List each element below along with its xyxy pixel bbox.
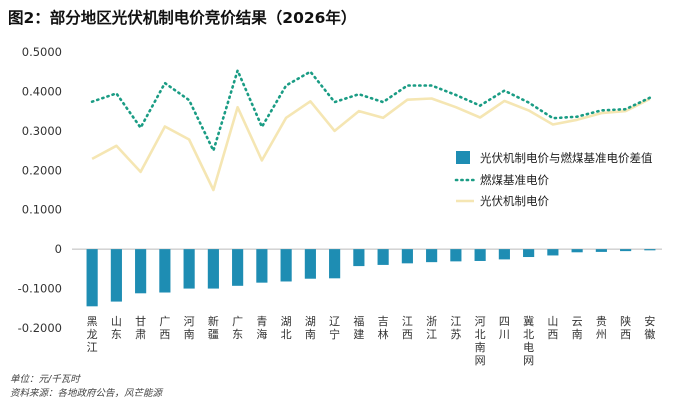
x-tick-label: 安 (644, 314, 655, 328)
x-tick-label: 青 (256, 315, 267, 328)
y-tick-label: 0.1000 (22, 203, 62, 217)
x-tick-label: 苏 (450, 328, 461, 341)
bar (426, 249, 438, 263)
x-tick-label: 冀 (523, 314, 534, 328)
x-tick-label: 电 (523, 341, 534, 354)
x-tick-label: 山 (547, 315, 558, 328)
bar (110, 249, 122, 302)
x-tick-label: 河 (184, 315, 195, 328)
line-series (90, 66, 652, 192)
x-tick-label: 江 (450, 315, 461, 328)
x-tick-label: 江 (426, 328, 437, 341)
x-tick-label: 湖 (281, 315, 292, 328)
bar (620, 249, 632, 252)
bar (498, 249, 510, 260)
bar (86, 249, 98, 307)
bar (644, 249, 656, 251)
y-tick-label: -0.2000 (18, 321, 62, 335)
x-tick-label: 山 (111, 315, 122, 328)
y-tick-label: 0 (55, 242, 62, 256)
x-tick-label: 云 (572, 315, 583, 328)
x-tick-label: 西 (402, 328, 413, 341)
mechanism-price-line (91, 97, 651, 192)
legend-label: 光伏机制电价 (480, 194, 549, 208)
x-tick-label: 川 (499, 328, 510, 341)
x-tick-label: 江 (402, 315, 413, 328)
y-tick-label: 0.4000 (22, 84, 62, 98)
chart-title: 图2：部分地区光伏机制电价竞价结果（2026年） (8, 9, 357, 27)
x-tick-label: 西 (547, 328, 558, 341)
legend-bar-swatch (456, 151, 470, 164)
x-tick-label: 肃 (135, 328, 146, 341)
x-tick-label: 江 (87, 341, 98, 354)
x-tick-label: 广 (232, 315, 243, 328)
bar (401, 249, 413, 264)
x-tick-label: 南 (572, 328, 583, 341)
x-tick-label: 徽 (644, 327, 655, 341)
x-tick-label: 河 (475, 315, 486, 328)
legend-label: 燃煤基准电价 (480, 173, 549, 187)
bar (450, 249, 462, 262)
x-tick-label: 浙 (426, 315, 437, 328)
bar (207, 249, 219, 289)
y-tick-label: 0.2000 (22, 163, 62, 177)
x-tick-label: 湖 (305, 315, 316, 328)
x-tick-label: 北 (523, 328, 534, 341)
bar (232, 249, 244, 286)
y-tick-label: 0.5000 (22, 45, 62, 59)
x-tick-label: 林 (378, 327, 389, 341)
bar (547, 249, 559, 256)
x-tick-label: 陕 (620, 314, 631, 328)
bar-series (86, 249, 656, 307)
x-tick-label: 疆 (208, 328, 219, 341)
x-tick-label: 广 (159, 315, 170, 328)
coal-benchmark-dotted-line (90, 66, 652, 155)
x-tick-label: 东 (232, 328, 243, 341)
bar (329, 249, 341, 279)
x-tick-label: 网 (523, 354, 534, 367)
legend-label: 光伏机制电价与燃煤基准电价差值 (480, 151, 653, 165)
x-tick-label: 东 (111, 328, 122, 341)
x-tick-label: 北 (475, 328, 486, 341)
x-tick-label: 南 (305, 328, 316, 341)
x-tick-label: 宁 (329, 327, 340, 341)
x-tick-label: 西 (159, 328, 170, 341)
x-tick-label: 贵 (596, 315, 607, 328)
x-axis-labels: 黑龙江山东甘肃广西河南新疆广东青海湖北湖南辽宁福建吉林江西浙江江苏河北南网四川冀… (87, 314, 656, 367)
x-tick-label: 黑 (87, 315, 98, 328)
bar (256, 249, 268, 283)
x-tick-label: 吉 (378, 315, 389, 328)
y-tick-label: 0.3000 (22, 124, 62, 138)
x-tick-label: 新 (208, 314, 219, 328)
bar (304, 249, 316, 279)
x-tick-label: 西 (620, 328, 631, 341)
bar (523, 249, 535, 258)
bar (474, 249, 486, 261)
x-tick-label: 海 (256, 327, 267, 341)
x-tick-label: 北 (281, 328, 292, 341)
x-tick-label: 南 (475, 341, 486, 354)
x-tick-label: 建 (353, 327, 364, 341)
bar (353, 249, 365, 267)
x-tick-label: 州 (596, 328, 607, 341)
bar (377, 249, 389, 265)
bar (159, 249, 171, 293)
unit-note: 单位：元/千瓦时 (10, 374, 80, 385)
x-tick-label: 辽 (329, 315, 340, 328)
source-note: 资料来源：各地政府公告，风芒能源 (10, 388, 163, 399)
bar (135, 249, 147, 294)
x-tick-label: 龙 (87, 328, 98, 341)
bar (183, 249, 195, 289)
bar (571, 249, 583, 253)
x-tick-label: 网 (475, 354, 486, 367)
x-tick-label: 甘 (135, 315, 146, 328)
bar (595, 249, 607, 252)
y-tick-label: -0.1000 (18, 282, 62, 296)
x-tick-label: 福 (353, 314, 364, 328)
x-tick-label: 南 (184, 328, 195, 341)
x-tick-label: 四 (499, 315, 510, 328)
bar (280, 249, 292, 282)
